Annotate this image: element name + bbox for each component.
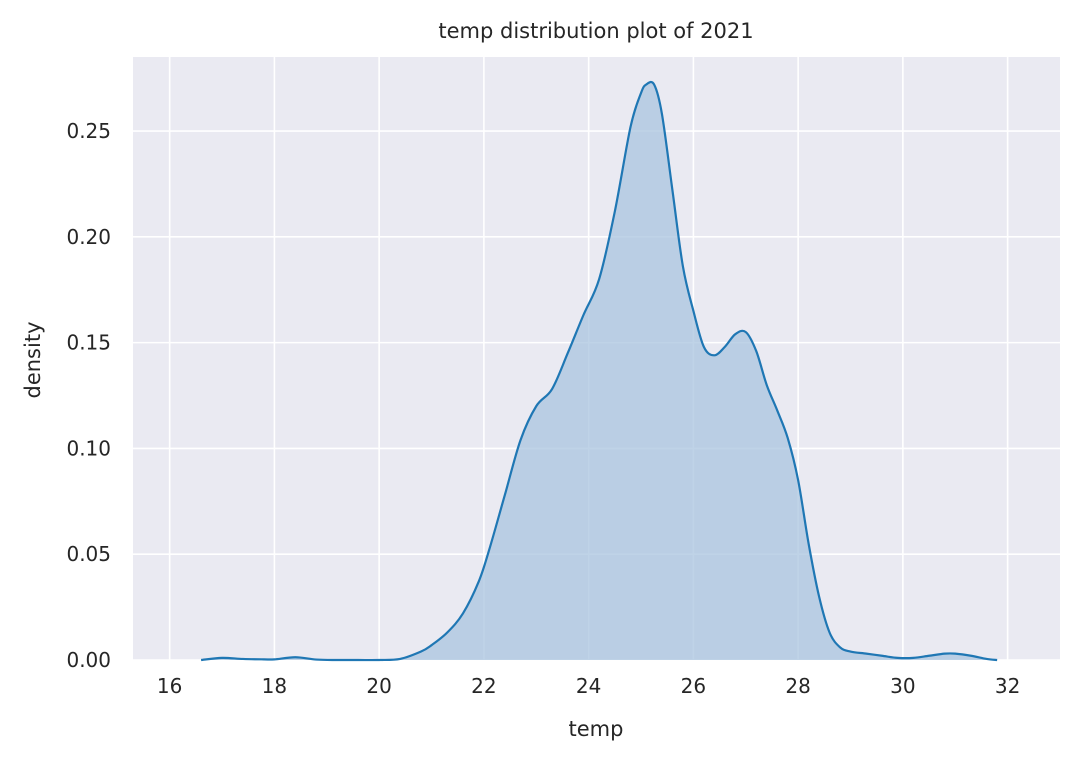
density-area — [200, 80, 998, 662]
x-tick-label: 16 — [157, 674, 182, 698]
x-tick-label: 32 — [995, 674, 1020, 698]
x-tick-label: 30 — [890, 674, 915, 698]
y-tick-label: 0.00 — [66, 648, 111, 672]
y-tick-labels: 0.00 0.05 0.10 0.15 0.20 0.25 — [66, 119, 111, 672]
x-tick-label: 18 — [262, 674, 287, 698]
y-axis-label: density — [21, 322, 45, 399]
density-fill — [201, 81, 998, 661]
y-tick-label: 0.15 — [66, 331, 111, 355]
y-tick-label: 0.20 — [66, 225, 111, 249]
y-tick-label: 0.10 — [66, 436, 111, 460]
x-tick-labels: 16 18 20 22 24 26 28 30 32 — [157, 674, 1020, 698]
x-tick-label: 26 — [681, 674, 706, 698]
x-tick-label: 20 — [366, 674, 391, 698]
y-tick-label: 0.05 — [66, 542, 111, 566]
y-tick-label: 0.25 — [66, 119, 111, 143]
x-tick-label: 24 — [576, 674, 601, 698]
x-tick-label: 22 — [471, 674, 496, 698]
chart-title: temp distribution plot of 2021 — [438, 19, 753, 43]
x-axis-label: temp — [569, 717, 624, 741]
x-tick-label: 28 — [785, 674, 810, 698]
density-line — [200, 80, 998, 662]
